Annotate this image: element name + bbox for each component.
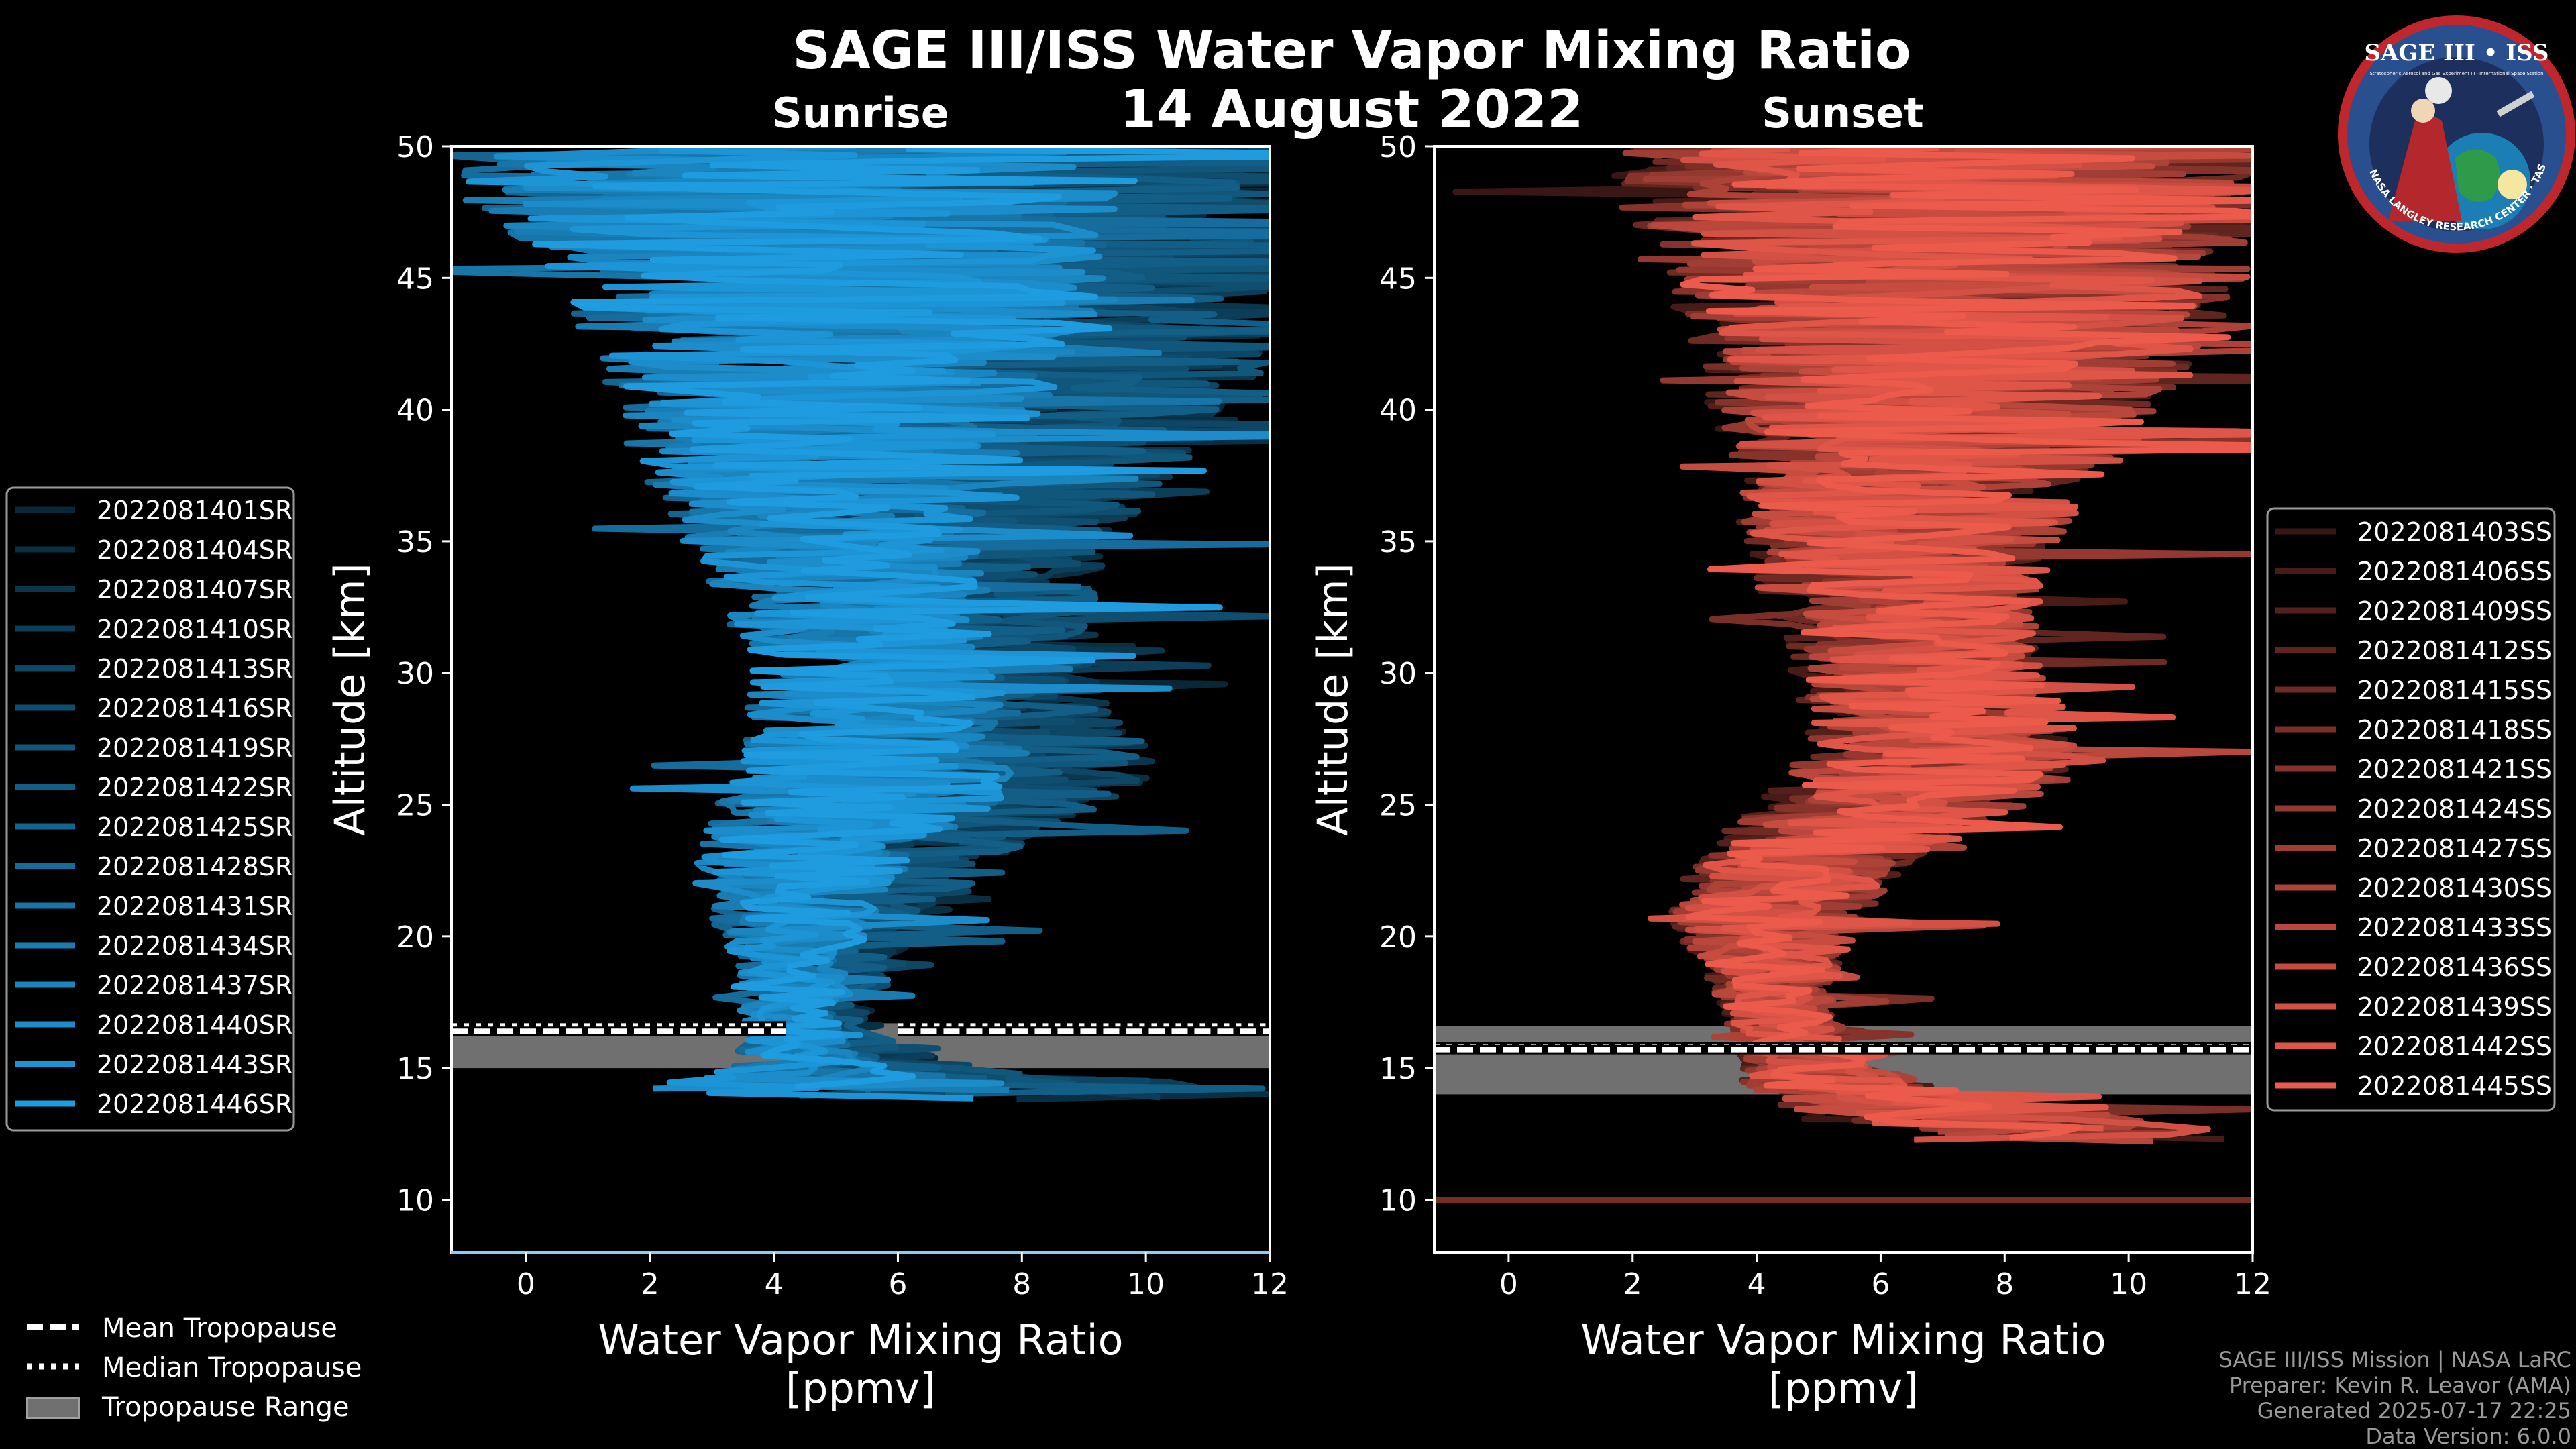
footer: SAGE III/ISS Mission | NASA LaRC Prepare… (2218, 1347, 2571, 1449)
sunrise-panel-title: Sunrise (772, 89, 949, 138)
logo-subtitle: Stratospheric Aerosol and Gas Experiment… (2369, 71, 2543, 76)
legend-label-2022081419SR: 2022081419SR (97, 733, 292, 763)
legend-label-2022081440SR: 2022081440SR (97, 1010, 292, 1040)
y-tick-label: 20 (1379, 920, 1417, 955)
legend-label-2022081413SR: 2022081413SR (97, 654, 292, 684)
astronomer-head-icon (2411, 99, 2435, 123)
y-tick-label: 20 (396, 920, 434, 955)
sunset-legend-box (2266, 507, 2556, 1112)
y-tick-label: 10 (1379, 1183, 1417, 1218)
legend-label-2022081437SR: 2022081437SR (97, 971, 292, 1000)
tropopause-range-swatch (26, 1397, 80, 1419)
legend-label-2022081446SR: 2022081446SR (97, 1089, 292, 1119)
sunrise-panel: 0 2 4 6 8 10 12 10 15 20 25 30 35 40 45 50 Water Vapor M… (325, 130, 1289, 1413)
y-tick-label: 30 (396, 657, 434, 691)
legend-label-2022081422SR: 2022081422SR (97, 773, 292, 802)
profile-line-2022081445SS (1680, 146, 2253, 1141)
astronomer-icon (2388, 115, 2462, 221)
x-tick-label: 4 (1748, 1267, 1766, 1301)
legend-label-2022081439SS: 2022081439SS (2357, 992, 2552, 1022)
x-tick-label: 2 (641, 1267, 659, 1301)
y-tick-label: 35 (1379, 525, 1417, 559)
legend-label-2022081433SS: 2022081433SS (2357, 913, 2552, 943)
sunset-legend: 2022081403SS 2022081406SS 2022081409SS 2022… (2266, 507, 2556, 1112)
y-tick-label: 30 (1379, 657, 1417, 691)
sunrise-legend: 2022081401SR 2022081404SR 2022081407SR 2022… (5, 486, 295, 1132)
sunrise-legend-box (5, 486, 295, 1132)
x-axis-label: Water Vapor Mixing Ratio [ppmv] (1580, 1316, 2106, 1413)
y-tick-label: 25 (396, 789, 434, 823)
y-tick-label: 25 (1379, 789, 1417, 823)
iss-icon (2496, 91, 2535, 117)
legend-label-2022081445SS: 2022081445SS (2357, 1071, 2552, 1101)
legend-label-2022081421SS: 2022081421SS (2357, 755, 2552, 784)
x-tick-label: 0 (1499, 1267, 1518, 1301)
legend-label-2022081434SR: 2022081434SR (97, 931, 292, 961)
x-tick-label: 10 (1127, 1267, 1165, 1301)
x-tick-label: 10 (2110, 1267, 2147, 1301)
x-tick-label: 2 (1623, 1267, 1642, 1301)
legend-label-2022081415SS: 2022081415SS (2357, 676, 2552, 705)
mean-tropopause-label: Mean Tropopause (102, 1313, 337, 1344)
plot-frame (1433, 145, 2254, 1254)
x-tick-label: 4 (765, 1267, 784, 1301)
tropopause-legend: Mean Tropopause Median Tropopause Tropop… (26, 1313, 362, 1423)
legend-label-2022081404SR: 2022081404SR (97, 535, 292, 565)
footer-version: Data Version: 6.0.0 (2365, 1424, 2571, 1449)
y-tick-label: 50 (396, 130, 434, 164)
x-tick-label: 8 (1012, 1267, 1031, 1301)
legend-label-2022081418SS: 2022081418SS (2357, 715, 2552, 745)
legend-label-2022081430SS: 2022081430SS (2357, 873, 2552, 903)
x-axis-label: Water Vapor Mixing Ratio [ppmv] (598, 1316, 1123, 1413)
legend-label-2022081427SS: 2022081427SS (2357, 834, 2552, 863)
date-title: 14 August 2022 (1120, 80, 1584, 140)
y-axis-label: Altitude [km] (1308, 563, 1357, 836)
y-tick-label: 40 (396, 394, 434, 428)
y-tick-label: 35 (396, 525, 434, 559)
legend-label-2022081431SR: 2022081431SR (97, 892, 292, 921)
logo-title: SAGE III • ISS (2364, 40, 2548, 66)
x-tick-label: 0 (517, 1267, 535, 1301)
x-tick-label: 12 (1251, 1267, 1289, 1301)
sunset-panel-title: Sunset (1762, 89, 1924, 138)
y-tick-label: 40 (1379, 394, 1417, 428)
y-axis-label: Altitude [km] (325, 563, 374, 836)
profile-line-2022081446SR (532, 146, 1270, 1090)
legend-label-2022081403SS: 2022081403SS (2357, 517, 2552, 547)
footer-preparer: Preparer: Kevin R. Leavor (AMA) (2229, 1373, 2571, 1398)
y-tick-label: 10 (396, 1183, 434, 1218)
legend-label-2022081406SS: 2022081406SS (2357, 557, 2552, 586)
x-tick-label: 6 (888, 1267, 907, 1301)
legend-label-2022081401SR: 2022081401SR (97, 496, 292, 525)
legend-label-2022081436SS: 2022081436SS (2357, 953, 2552, 982)
legend-label-2022081425SR: 2022081425SR (97, 812, 292, 842)
y-tick-label: 50 (1379, 130, 1417, 164)
x-tick-label: 12 (2234, 1267, 2271, 1301)
x-tick-label: 6 (1871, 1267, 1890, 1301)
legend-label-2022081443SR: 2022081443SR (97, 1050, 292, 1079)
legend-label-2022081424SS: 2022081424SS (2357, 794, 2552, 824)
x-tick-label: 8 (1995, 1267, 2014, 1301)
y-tick-label: 45 (396, 262, 434, 296)
tropopause-range-label: Tropopause Range (101, 1392, 350, 1423)
y-tick-label: 15 (1379, 1052, 1417, 1086)
legend-label-2022081428SR: 2022081428SR (97, 852, 292, 881)
legend-label-2022081409SS: 2022081409SS (2357, 596, 2552, 626)
legend-label-2022081416SR: 2022081416SR (97, 694, 292, 723)
y-tick-label: 45 (1379, 262, 1417, 296)
median-tropopause-label: Median Tropopause (102, 1352, 362, 1383)
legend-label-2022081410SR: 2022081410SR (97, 614, 292, 644)
legend-label-2022081407SR: 2022081407SR (97, 575, 292, 604)
footer-mission: SAGE III/ISS Mission | NASA LaRC (2218, 1347, 2571, 1373)
sun-icon (2498, 170, 2527, 199)
sunset-panel: 0 2 4 6 8 10 12 10 15 20 25 30 35 40 45 50 Water Vapor M… (1308, 130, 2271, 1413)
legend-label-2022081442SS: 2022081442SS (2357, 1032, 2552, 1061)
legend-label-2022081412SS: 2022081412SS (2357, 636, 2552, 665)
footer-generated: Generated 2025-07-17 22:25 (2257, 1398, 2571, 1424)
main-title: SAGE III/ISS Water Vapor Mixing Ratio (792, 21, 1911, 81)
y-tick-label: 15 (396, 1052, 434, 1086)
continent-icon (2455, 149, 2500, 202)
moon-icon (2425, 77, 2452, 104)
